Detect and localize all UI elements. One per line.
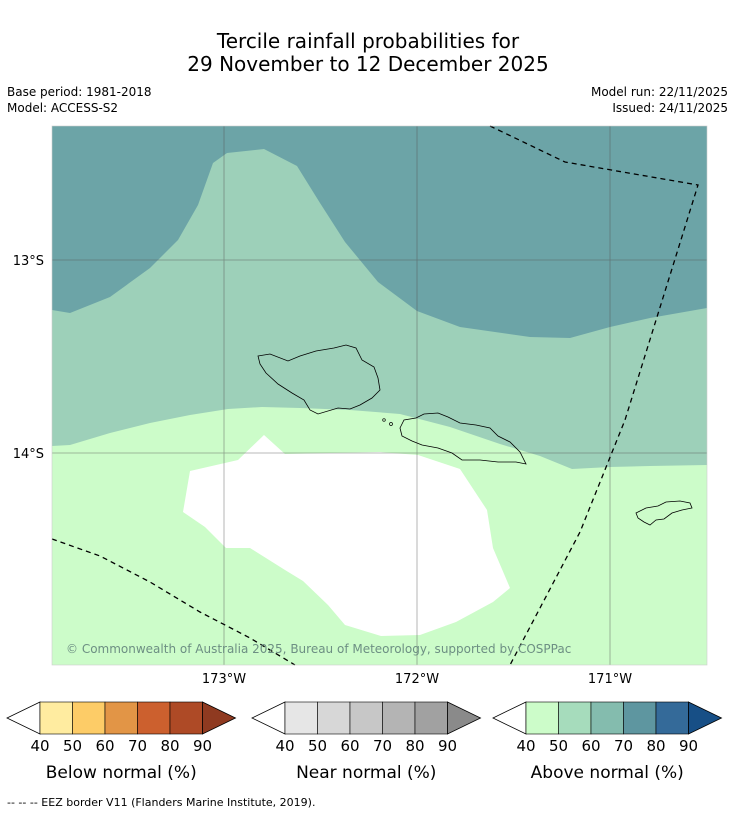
lon-label-172w: 172°W bbox=[395, 672, 439, 687]
legend-near-tick-70: 70 bbox=[373, 737, 392, 755]
legend-above-tick-70: 70 bbox=[614, 737, 633, 755]
legend-above-arrow-low bbox=[492, 701, 527, 735]
legend-near-swatch-0 bbox=[284, 701, 318, 735]
eez-footnote: -- -- -- EEZ border V11 (Flanders Marine… bbox=[7, 796, 316, 809]
area-no-signal bbox=[183, 435, 510, 636]
legend-below-swatch-2 bbox=[104, 701, 138, 735]
legend-near-title: Near normal (%) bbox=[296, 763, 436, 783]
legend-below-tick-70: 70 bbox=[128, 737, 147, 755]
legend-near-swatch-4 bbox=[414, 701, 448, 735]
island-upolu bbox=[399, 412, 527, 465]
legend-near-tick-90: 90 bbox=[438, 737, 457, 755]
issued-date: Issued: 24/11/2025 bbox=[612, 101, 728, 115]
lon-label-173w: 173°W bbox=[202, 672, 246, 687]
legend-below-swatch-4 bbox=[169, 701, 203, 735]
lat-label-13s: 13°S bbox=[13, 254, 44, 269]
legend-above-arrow-high bbox=[688, 701, 723, 735]
base-period: Base period: 1981-2018 bbox=[7, 85, 152, 99]
title-line-1: Tercile rainfall probabilities for bbox=[216, 29, 520, 53]
legend-near-tick-50: 50 bbox=[308, 737, 327, 755]
legend-above-tick-90: 90 bbox=[679, 737, 698, 755]
legend-above-swatch-1 bbox=[558, 701, 592, 735]
legend-below: 40 50 60 70 80 90 Below normal (%) bbox=[6, 701, 237, 783]
legend-above-tick-80: 80 bbox=[646, 737, 665, 755]
lat-label-14s: 14°S bbox=[13, 447, 44, 462]
legend-above-swatch-3 bbox=[623, 701, 657, 735]
legend-above-swatch-4 bbox=[655, 701, 689, 735]
meta-right: Model run: 22/11/2025 Issued: 24/11/2025 bbox=[591, 84, 728, 116]
model-run: Model run: 22/11/2025 bbox=[590, 85, 728, 99]
legend-near-swatch-3 bbox=[382, 701, 416, 735]
map-frame bbox=[51, 125, 708, 666]
legend-near-tick-60: 60 bbox=[340, 737, 359, 755]
legend-above-swatch-0 bbox=[525, 701, 559, 735]
legend-below-title: Below normal (%) bbox=[46, 763, 197, 783]
map-title: Tercile rainfall probabilities for 29 No… bbox=[0, 30, 736, 76]
legends: 40 50 60 70 80 90 Below normal (%) 40 50 60 70 80 90… bbox=[6, 701, 723, 783]
legend-below-tick-60: 60 bbox=[95, 737, 114, 755]
legend-below-arrow-high bbox=[202, 701, 237, 735]
legend-below-swatch-1 bbox=[72, 701, 106, 735]
legend-above-tick-50: 50 bbox=[549, 737, 568, 755]
islet-apolima bbox=[382, 418, 386, 422]
graticule bbox=[52, 126, 707, 665]
copyright-note: © Commonwealth of Australia 2025, Bureau… bbox=[66, 642, 571, 656]
legend-above-swatch-2 bbox=[590, 701, 624, 735]
legend-above-tick-60: 60 bbox=[581, 737, 600, 755]
legend-near-arrow-high bbox=[447, 701, 482, 735]
legend-above-title: Above normal (%) bbox=[531, 763, 684, 783]
islet-manono bbox=[389, 422, 393, 426]
meta-left: Base period: 1981-2018 Model: ACCESS-S2 bbox=[7, 84, 152, 116]
legend-below-swatch-3 bbox=[137, 701, 171, 735]
legend-below-tick-80: 80 bbox=[160, 737, 179, 755]
legend-near-tick-80: 80 bbox=[405, 737, 424, 755]
legend-below-tick-90: 90 bbox=[193, 737, 212, 755]
legend-below-arrow-low bbox=[6, 701, 41, 735]
legend-above-tick-40: 40 bbox=[516, 737, 535, 755]
legend-near-swatch-2 bbox=[349, 701, 383, 735]
model-name: Model: ACCESS-S2 bbox=[7, 101, 119, 115]
island-savaii bbox=[257, 344, 381, 415]
legend-near-arrow-low bbox=[251, 701, 286, 735]
island-tutuila bbox=[635, 500, 693, 526]
legend-below-tick-40: 40 bbox=[30, 737, 49, 755]
lon-label-171w: 171°W bbox=[588, 672, 632, 687]
legend-above: 40 50 60 70 80 90 Above normal (%) bbox=[492, 701, 723, 783]
eez-border-south bbox=[51, 538, 296, 666]
legend-below-swatch-0 bbox=[39, 701, 73, 735]
legend-near-swatch-1 bbox=[317, 701, 351, 735]
eez-borders bbox=[51, 125, 699, 666]
title-line-2: 29 November to 12 December 2025 bbox=[187, 52, 549, 76]
legend-near-tick-40: 40 bbox=[275, 737, 294, 755]
legend-below-tick-50: 50 bbox=[63, 737, 82, 755]
